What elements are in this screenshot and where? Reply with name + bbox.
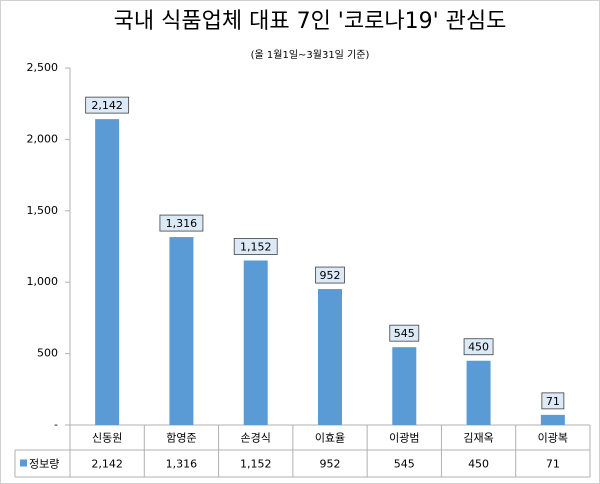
table-value: 1,152 bbox=[240, 458, 272, 471]
x-tick-label: 함영준 bbox=[166, 432, 196, 445]
data-label-box bbox=[463, 338, 494, 356]
chart-title: 국내 식품업체 대표 7인 '코로나19' 관심도 bbox=[114, 9, 507, 34]
table-value: 71 bbox=[546, 458, 560, 471]
y-tick-label: 2,500 bbox=[27, 61, 59, 74]
bar bbox=[466, 360, 491, 425]
y-tick-label: 1,000 bbox=[27, 275, 59, 288]
legend-label: 정보량 bbox=[29, 458, 59, 471]
x-tick-label: 이광범 bbox=[389, 432, 419, 445]
table-value: 450 bbox=[468, 458, 489, 471]
data-label: 450 bbox=[468, 341, 489, 354]
legend-swatch bbox=[20, 459, 27, 467]
table-value: 1,316 bbox=[166, 458, 198, 471]
data-label-box bbox=[315, 266, 345, 284]
table-value: 952 bbox=[320, 458, 341, 471]
data-label: 952 bbox=[320, 269, 341, 282]
data-label-box bbox=[389, 324, 420, 342]
table-value: 2,142 bbox=[91, 458, 123, 471]
x-tick-label: 이효율 bbox=[315, 432, 345, 445]
data-label: 1,316 bbox=[166, 217, 198, 230]
x-tick-label: 손경식 bbox=[241, 432, 271, 445]
bar bbox=[169, 237, 194, 425]
y-tick-label: 500 bbox=[37, 347, 58, 360]
table-value: 545 bbox=[394, 458, 415, 471]
data-label-box bbox=[541, 392, 565, 410]
x-tick-label: 이광복 bbox=[538, 432, 568, 445]
bar bbox=[540, 414, 565, 425]
bar bbox=[95, 119, 120, 425]
data-label: 71 bbox=[546, 395, 560, 408]
chart-subtitle: (올 1월1일~3월31일 기준) bbox=[251, 49, 370, 61]
y-tick-label: 2,000 bbox=[27, 132, 59, 145]
x-tick-label: 신동원 bbox=[92, 432, 122, 445]
data-label: 1,152 bbox=[240, 240, 272, 253]
data-label-box bbox=[85, 96, 130, 114]
bar bbox=[392, 347, 417, 425]
y-tick-label: 1,500 bbox=[27, 204, 59, 217]
data-label-box bbox=[159, 214, 204, 232]
data-label-box bbox=[233, 238, 278, 255]
y-tick-label: - bbox=[54, 418, 58, 431]
bar bbox=[318, 289, 342, 425]
data-label: 545 bbox=[394, 327, 415, 340]
data-label: 2,142 bbox=[91, 99, 123, 112]
bar bbox=[243, 260, 268, 425]
x-tick-label: 김재옥 bbox=[463, 432, 493, 445]
